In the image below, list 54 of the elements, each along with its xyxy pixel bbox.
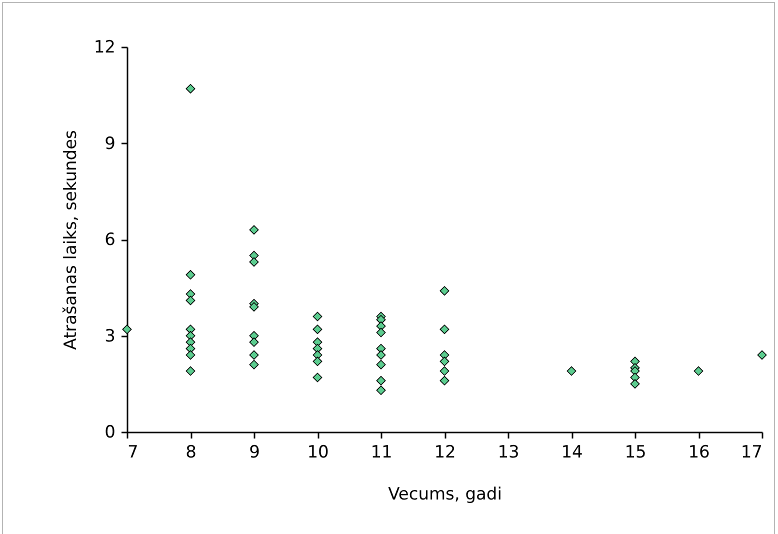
point: [440, 324, 450, 334]
point: [566, 366, 576, 376]
point: [186, 350, 196, 360]
point: [376, 386, 386, 396]
point: [312, 324, 322, 334]
point: [440, 366, 450, 376]
point: [440, 376, 450, 386]
point: [186, 331, 196, 340]
point: [376, 376, 386, 386]
x-tick-label: 16: [688, 442, 710, 462]
x-tick-label: 11: [370, 442, 392, 462]
point: [440, 356, 450, 366]
point: [376, 328, 386, 338]
point: [122, 324, 132, 334]
point: [376, 360, 386, 370]
point: [312, 372, 322, 382]
point: [376, 350, 386, 360]
x-tick-label: 8: [186, 442, 196, 462]
point: [186, 366, 196, 376]
x-tick-label: 10: [307, 442, 329, 462]
point: [312, 356, 322, 366]
point: [249, 302, 259, 312]
point: [249, 337, 259, 347]
point: [186, 270, 196, 280]
y-tick-label: 6: [104, 230, 116, 250]
point: [249, 350, 259, 360]
y-tick-label: 9: [104, 134, 116, 154]
x-tick-label: 17: [740, 442, 762, 462]
y-tick-label: 3: [104, 326, 116, 346]
point: [249, 331, 259, 340]
point: [630, 379, 640, 389]
x-tick-label: 12: [434, 442, 456, 462]
x-tick-label: 9: [249, 442, 260, 462]
point: [312, 312, 322, 322]
y-axis-title: Atrašanas laiks, sekundes: [60, 130, 81, 350]
point: [376, 321, 386, 331]
point: [249, 225, 259, 235]
y-tick-label: 12: [94, 38, 116, 58]
point: [757, 350, 767, 360]
x-tick-label: 15: [624, 442, 646, 462]
y-tick-label: 0: [104, 422, 116, 442]
point: [186, 84, 196, 94]
point: [249, 360, 259, 370]
point: [186, 296, 196, 306]
x-tick-label: 7: [128, 442, 138, 462]
x-axis-title: Vecums, gadi: [388, 484, 502, 504]
x-tick-label: 14: [561, 442, 583, 462]
point: [312, 337, 322, 347]
point: [376, 314, 386, 324]
point: [440, 286, 450, 296]
x-tick-label: 13: [498, 442, 520, 462]
point: [694, 366, 704, 376]
point: [186, 337, 196, 347]
point: [249, 257, 259, 267]
